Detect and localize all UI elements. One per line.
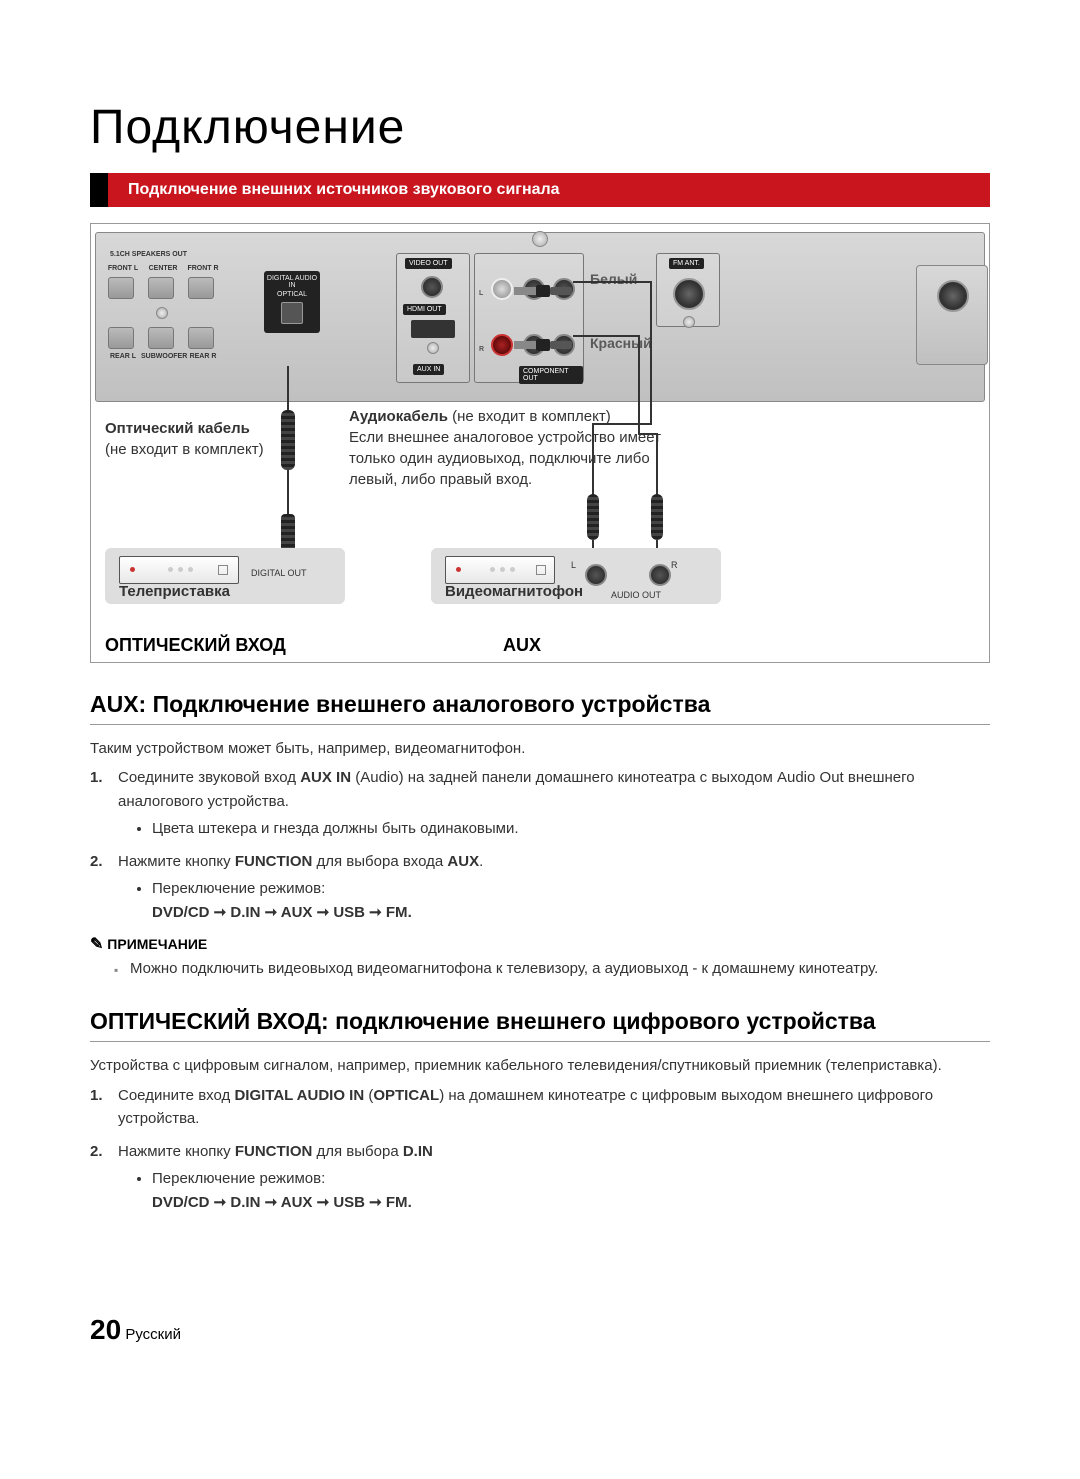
digital-audio-in-label: DIGITAL AUDIO IN <box>264 275 320 289</box>
hdmi-out-label: HDMI OUT <box>403 304 446 315</box>
fm-ant-label: FM ANT. <box>669 258 704 269</box>
vcr-label: Видеомагнитофон <box>445 581 583 602</box>
vcr-r-label: R <box>671 560 678 570</box>
audio-cable-line2: только один аудиовыход, подключите либо <box>349 450 650 467</box>
divider <box>90 724 990 725</box>
list-item: Переключение режимов: <box>152 1167 990 1190</box>
vcr-l-label: L <box>571 560 576 570</box>
note-label: ПРИМЕЧАНИЕ <box>107 936 207 952</box>
list-item: 1. Соедините вход DIGITAL AUDIO IN (OPTI… <box>90 1084 990 1131</box>
red-label: Красный <box>590 335 652 351</box>
front-l-label: FRONT L <box>106 265 140 272</box>
page-footer: 20 Русский <box>90 1314 990 1346</box>
aux-steps: 1. Соедините звуковой вход AUX IN (Audio… <box>90 766 990 924</box>
optical-cable-title: Оптический кабель <box>105 420 250 437</box>
audio-cable-title: Аудиокабель <box>349 408 448 425</box>
component-out-label: COMPONENT OUT <box>519 366 583 384</box>
note-body: Можно подключить видеовыход видеомагнито… <box>114 958 990 981</box>
optical-label: OPTICAL <box>264 291 320 298</box>
rear-l-label: REAR L <box>106 353 140 360</box>
list-item: 2. Нажмите кнопку FUNCTION для выбора вх… <box>90 850 990 924</box>
mode-sequence: DVD/CD ➞ D.IN ➞ AUX ➞ USB ➞ FM <box>152 1194 408 1211</box>
subwoofer-label: SUBWOOFER <box>141 353 185 360</box>
note-heading: ✎ ПРИМЕЧАНИЕ <box>90 934 990 954</box>
front-r-label: FRONT R <box>186 265 220 272</box>
section-bar: Подключение внешних источников звукового… <box>90 173 990 207</box>
aux-in-label: AUX IN <box>413 364 444 375</box>
mode-sequence: DVD/CD ➞ D.IN ➞ AUX ➞ USB ➞ FM <box>152 904 408 921</box>
list-item: Цвета штекера и гнезда должны быть одина… <box>152 817 990 840</box>
rear-r-label: REAR R <box>186 353 220 360</box>
page-title: Подключение <box>90 100 990 155</box>
connection-diagram: 5.1CH SPEAKERS OUT FRONT L CENTER FRONT … <box>90 223 990 663</box>
page-number: 20 <box>90 1314 121 1345</box>
speakers-out-label: 5.1CH SPEAKERS OUT <box>110 251 187 258</box>
note-icon: ✎ <box>90 936 103 953</box>
list-item: 1. Соедините звуковой вход AUX IN (Audio… <box>90 766 990 840</box>
center-label: CENTER <box>146 265 180 272</box>
list-item: 2. Нажмите кнопку FUNCTION для выбора D.… <box>90 1140 990 1214</box>
optical-intro: Устройства с цифровым сигналом, например… <box>90 1054 990 1077</box>
optical-port: DIGITAL AUDIO IN OPTICAL <box>264 271 320 333</box>
divider <box>90 1041 990 1042</box>
digital-out-label: DIGITAL OUT <box>251 568 307 578</box>
set-top-box-label: Телеприставка <box>119 581 230 602</box>
optical-section-label: ОПТИЧЕСКИЙ ВХОД <box>105 635 286 656</box>
optical-steps: 1. Соедините вход DIGITAL AUDIO IN (OPTI… <box>90 1084 990 1214</box>
optical-cable-note: (не входит в комплект) <box>105 441 264 458</box>
device-rear-panel: 5.1CH SPEAKERS OUT FRONT L CENTER FRONT … <box>95 232 985 402</box>
audio-out-label: AUDIO OUT <box>611 590 661 600</box>
white-label: Белый <box>590 271 637 287</box>
audio-cable-note: (не входит в комплект) <box>452 408 611 425</box>
aux-section-label: AUX <box>503 635 541 656</box>
audio-cable-line3: левый, либо правый вход. <box>349 471 532 488</box>
aux-intro: Таким устройством может быть, например, … <box>90 737 990 760</box>
video-out-label: VIDEO OUT <box>405 258 452 269</box>
aux-heading: AUX: Подключение внешнего аналогового ус… <box>90 691 990 718</box>
audio-cable-line1: Если внешнее аналоговое устройство имеет <box>349 429 661 446</box>
page-language: Русский <box>125 1326 181 1343</box>
optical-heading: ОПТИЧЕСКИЙ ВХОД: подключение внешнего ци… <box>90 1008 990 1035</box>
list-item: Переключение режимов: <box>152 877 990 900</box>
